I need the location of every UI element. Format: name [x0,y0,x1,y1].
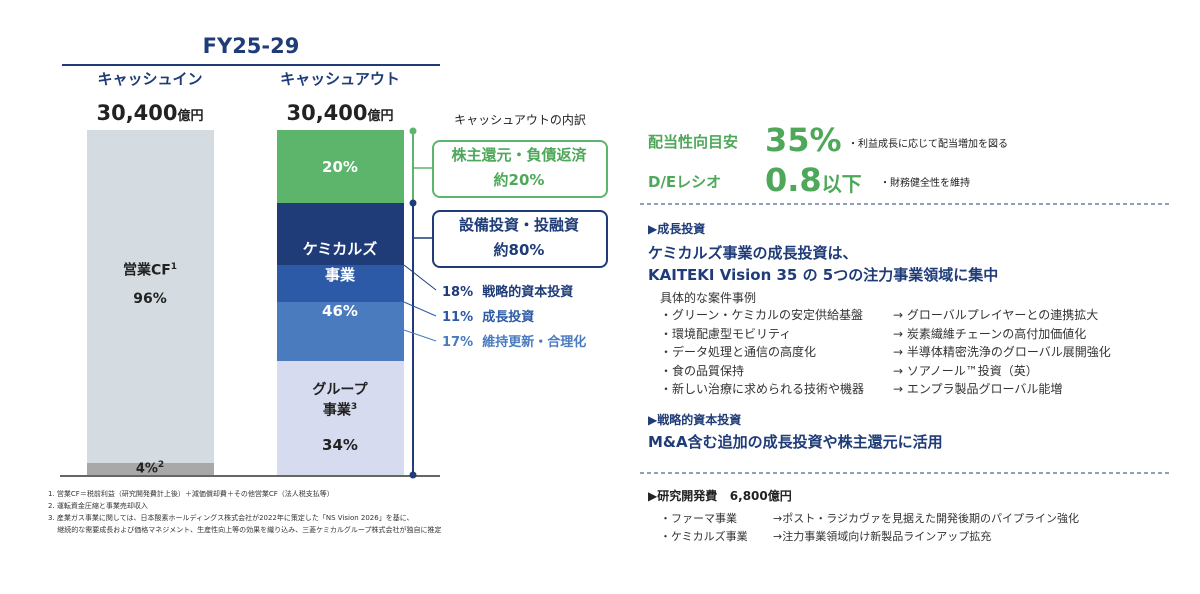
item-label: 維持更新・合理化 [482,335,587,350]
box-title: 株主還元・負債返済 [451,146,587,164]
subheading: 具体的な案件事例 [660,291,757,305]
item-share: 17% [442,335,474,350]
dot [409,471,417,479]
cash-out-navy [277,203,404,265]
metric-value: 0.8 [765,161,822,199]
column-label: キャッシュイン [97,70,203,88]
segment-share: 96% [133,291,167,307]
case-item: ・データ処理と通信の高度化 [660,345,817,359]
segment-label: ケミカルズ [302,240,378,258]
cash-out-green [277,130,404,203]
rnd-result: →ポスト・ラジカヴァを見据えた開発後期のパイプライン強化 [773,512,1079,525]
cash-out-group [277,361,404,475]
segment-label: 営業CF [122,262,171,279]
footnote: 1. 営業CF＝税前利益（研究開発費計上後）＋減価償却費＋その他営業CF（法人税… [48,490,334,498]
section-text: KAITEKI Vision 35 の 5つの注力事業領域に集中 [648,266,999,284]
segment-label: 事業 [322,402,351,419]
connector [403,301,437,317]
case-item: ・新しい治療に求められる技術や機器 [660,382,865,396]
amount: 6,800億円 [729,489,792,503]
breakdown-box [432,140,608,198]
segment-label: グループ [312,382,368,398]
case-item: ・環境配慮型モビリティ [660,326,792,341]
metric-label: 配当性向目安 [648,133,739,151]
item-label: 戦略的資本投資 [482,285,574,300]
footnote: 2. 運転資金圧縮と事業売却収入 [48,502,148,510]
case-item: ・グリーン・ケミカルの安定供給基盤 [660,308,864,322]
case-result: → 炭素繊維チェーンの高付加価値化 [893,326,1087,341]
case-result: → 半導体精密洗浄のグローバル展開強化 [893,345,1111,359]
segment-label: 事業 [324,266,356,284]
item-share: 18% [442,285,474,300]
metric-note: ・利益成長に応じて配当増加を図る [848,139,1008,150]
unit: 億円 [367,109,394,124]
amount: 30,400 [286,101,368,125]
metric-note: ・財務健全性を維持 [880,178,970,189]
breakdown-box [432,210,608,268]
segment-share: 34% [322,436,358,454]
cash-out-light-blue [277,302,404,361]
breakdown-title: キャッシュアウトの内訳 [454,113,586,127]
cash-out-blue [277,265,404,302]
metric-label: D/Eレシオ [648,173,722,191]
dot [409,199,417,207]
item-share: 11% [442,310,474,325]
title: FY25-29 [202,34,300,58]
segment-label: 4% [135,461,158,477]
case-result: → エンプラ製品グローバル能増 [893,382,1063,396]
section-text: M&A含む追加の成長投資や株主還元に活用 [648,433,943,451]
box-value: 約20% [493,171,545,189]
case-item: ・食の品質保持 [660,363,745,378]
dot [409,127,417,135]
footnote: 継続的な需要成長および価格マネジメント、生産性向上等の効果を織り込み、三菱ケミカ… [48,526,442,534]
section-heading: ▶戦略的資本投資 [648,413,742,427]
note: 2 [157,460,165,470]
segment-share: 20% [322,158,358,176]
section-text: ケミカルズ事業の成長投資は、 [648,244,858,262]
footnote: 3. 産業ガス事業に関しては、日本酸素ホールディングス株式会社が2022年に策定… [48,514,414,522]
case-result: → グローバルプレイヤーとの連携拡大 [893,308,1099,322]
segment-share: 46% [322,302,358,320]
unit: 億円 [177,109,204,124]
metric-value: 35% [765,121,842,159]
note: 1 [170,262,178,272]
rnd-item: ・ケミカルズ事業 [660,530,748,543]
column-label: キャッシュアウト [280,70,400,88]
box-title: 設備投資・投融資 [458,216,580,234]
box-value: 約80% [493,241,545,259]
item-label: 成長投資 [482,310,535,325]
metric-suffix: 以下 [821,172,862,196]
cash-in-main [87,130,214,463]
section-heading: ▶成長投資 [648,222,706,236]
note: 3 [350,402,358,412]
rnd-result: →注力事業領域向け新製品ラインアップ拡充 [773,530,992,543]
connector [403,264,437,291]
amount: 30,400 [96,101,178,125]
section-heading: ▶研究開発費 [648,489,718,503]
cash-in-minor [87,463,214,475]
case-result: → ソアノール™投資（英） [893,363,1038,378]
connector [403,329,437,342]
rnd-item: ・ファーマ事業 [660,512,737,525]
